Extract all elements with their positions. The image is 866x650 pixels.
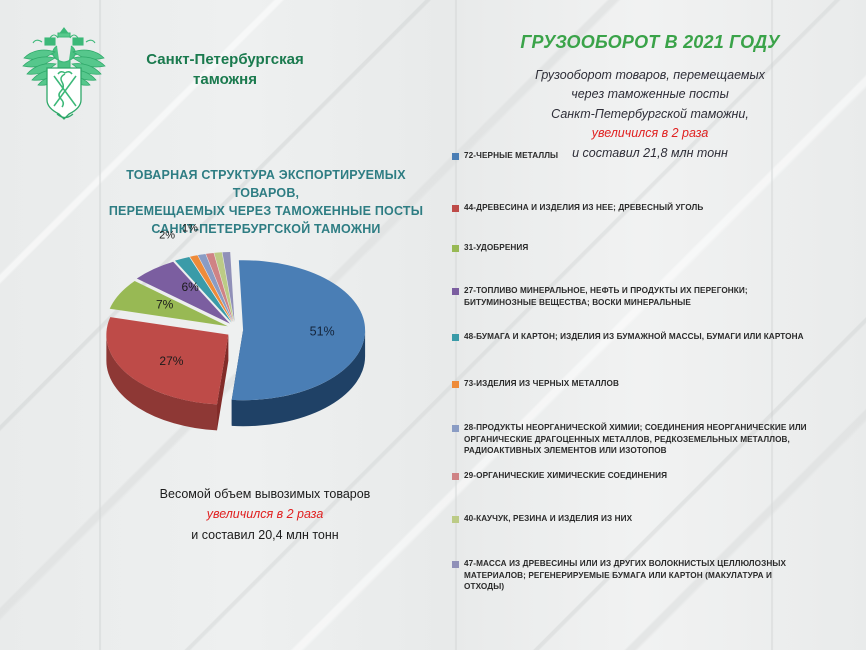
legend-item-label: 73-ИЗДЕЛИЯ ИЗ ЧЕРНЫХ МЕТАЛЛОВ — [464, 379, 620, 388]
chart-title-line3: САНКТ-ПЕТЕРБУРГСКОЙ ТАМОЖНИ — [151, 222, 381, 237]
legend-item[interactable]: 29-ОРГАНИЧЕСКИЕ ХИМИЧЕСКИЕ СОЕДИНЕНИЯ — [452, 470, 812, 482]
legend-swatch-icon — [452, 425, 459, 432]
pie-chart: 51% 27% 7% 6% 2% 1% — [60, 212, 440, 482]
page-title: ГРУЗООБОРОТ В 2021 ГОДУ — [520, 32, 780, 52]
pie-slice-value-label: 1% — [182, 222, 198, 234]
chart-footer-line1: Весомой объем вывозимых товаров — [159, 487, 371, 501]
legend-swatch-icon — [452, 153, 459, 160]
pie-slice-side[interactable] — [106, 334, 218, 431]
pie-slice-7[interactable] — [197, 253, 233, 323]
legend-item-label: 27-ТОПЛИВО МИНЕРАЛЬНОЕ, НЕФТЬ И ПРОДУКТЫ… — [464, 286, 748, 307]
pie-slice-4[interactable] — [136, 261, 230, 324]
organization-title-line1: Санкт-Петербургская — [146, 51, 304, 68]
pie-slice-9[interactable] — [214, 252, 234, 322]
double-headed-eagle-customs-emblem — [14, 22, 114, 126]
legend-item[interactable]: 47-МАССА ИЗ ДРЕВЕСИНЫ ИЛИ ИЗ ДРУГИХ ВОЛО… — [452, 558, 812, 593]
legend-item-label: 44-ДРЕВЕСИНА И ИЗДЕЛИЯ ИЗ НЕЕ; ДРЕВЕСНЫЙ… — [464, 203, 704, 212]
legend-swatch-icon — [452, 381, 459, 388]
pie-slice-8[interactable] — [205, 252, 234, 323]
legend-swatch-icon — [452, 473, 459, 480]
chart-footer-note: Весомой объем вывозимых товаров увеличил… — [100, 484, 430, 545]
organization-title: Санкт-Петербургская таможня — [120, 50, 330, 91]
chart-legend: 72-ЧЕРНЫЕ МЕТАЛЛЫ 44-ДРЕВЕСИНА И ИЗДЕЛИЯ … — [452, 150, 856, 620]
legend-item[interactable]: 72-ЧЕРНЫЕ МЕТАЛЛЫ — [452, 150, 812, 162]
legend-item-label: 47-МАССА ИЗ ДРЕВЕСИНЫ ИЛИ ИЗ ДРУГИХ ВОЛО… — [464, 559, 787, 592]
pie-slice-value-label: 51% — [310, 324, 335, 338]
pie-slice-side[interactable] — [231, 330, 366, 427]
header-subtitle-line3: Санкт-Петербургской таможни, — [551, 106, 749, 121]
header-subtitle-line1: Грузооборот товаров, перемещаемых — [535, 68, 765, 82]
legend-swatch-icon — [452, 516, 459, 523]
pie-slice-1[interactable] — [231, 260, 366, 401]
pie-slice-value-label: 2% — [159, 230, 175, 242]
header-subtitle-line2: через таможенные посты — [571, 87, 729, 102]
legend-item[interactable]: 73-ИЗДЕЛИЯ ИЗ ЧЕРНЫХ МЕТАЛЛОВ — [452, 378, 812, 390]
legend-item[interactable]: 44-ДРЕВЕСИНА И ИЗДЕЛИЯ ИЗ НЕЕ; ДРЕВЕСНЫЙ… — [452, 202, 812, 214]
header-subtitle-line4: и составил 21,8 млн тонн — [572, 145, 728, 160]
legend-item-label: 28-ПРОДУКТЫ НЕОРГАНИЧЕСКОЙ ХИМИИ; СОЕДИН… — [464, 423, 807, 456]
pie-slice-value-label: 6% — [181, 280, 199, 294]
legend-swatch-icon — [452, 205, 459, 212]
legend-item[interactable]: 31-УДОБРЕНИЯ — [452, 242, 812, 254]
legend-item-label: 31-УДОБРЕНИЯ — [464, 243, 529, 252]
legend-item-label: 48-БУМАГА И КАРТОН; ИЗДЕЛИЯ ИЗ БУМАЖНОЙ … — [464, 332, 804, 341]
pie-slice-value-label: 7% — [156, 297, 174, 311]
pie-slice-6[interactable] — [189, 255, 233, 323]
chart-title-line1: ТОВАРНАЯ СТРУКТУРА ЭКСПОРТИРУЕМЫХ ТОВАРО… — [126, 168, 406, 201]
pie-slice-value-label: 27% — [159, 354, 183, 368]
legend-item-label: 40-КАУЧУК, РЕЗИНА И ИЗДЕЛИЯ ИЗ НИХ — [464, 514, 633, 523]
header-subtitle: Грузооборот товаров, перемещаемых через … — [470, 66, 830, 163]
header-subtitle-highlight: увеличился в 2 раза — [591, 126, 709, 141]
pie-slice-5[interactable] — [174, 256, 232, 323]
organization-title-line2: таможня — [193, 71, 257, 89]
legend-item[interactable]: 28-ПРОДУКТЫ НЕОРГАНИЧЕСКОЙ ХИМИИ; СОЕДИН… — [452, 422, 812, 457]
chart-footer-highlight: увеличился в 2 раза — [206, 507, 324, 522]
legend-swatch-icon — [452, 561, 459, 568]
chart-footer-line2: и составил 20,4 млн тонн — [191, 527, 339, 542]
legend-swatch-icon — [452, 288, 459, 295]
pie-slice-2[interactable] — [106, 317, 229, 405]
legend-swatch-icon — [452, 334, 459, 341]
legend-swatch-icon — [452, 245, 459, 252]
legend-item[interactable]: 27-ТОПЛИВО МИНЕРАЛЬНОЕ, НЕФТЬ И ПРОДУКТЫ… — [452, 285, 812, 308]
pie-slice-10[interactable] — [222, 251, 235, 322]
legend-item[interactable]: 40-КАУЧУК, РЕЗИНА И ИЗДЕЛИЯ ИЗ НИХ — [452, 513, 812, 525]
legend-item[interactable]: 48-БУМАГА И КАРТОН; ИЗДЕЛИЯ ИЗ БУМАЖНОЙ … — [452, 331, 812, 343]
legend-item-label: 29-ОРГАНИЧЕСКИЕ ХИМИЧЕСКИЕ СОЕДИНЕНИЯ — [464, 471, 668, 480]
chart-title: ТОВАРНАЯ СТРУКТУРА ЭКСПОРТИРУЕМЫХ ТОВАРО… — [96, 166, 436, 239]
pie-slice-3[interactable] — [109, 281, 228, 327]
chart-title-line2: ПЕРЕМЕЩАЕМЫХ ЧЕРЕЗ ТАМОЖЕННЫЕ ПОСТЫ — [108, 204, 424, 219]
pie-slice-wall[interactable] — [217, 334, 229, 431]
legend-item-label: 72-ЧЕРНЫЕ МЕТАЛЛЫ — [464, 151, 559, 160]
